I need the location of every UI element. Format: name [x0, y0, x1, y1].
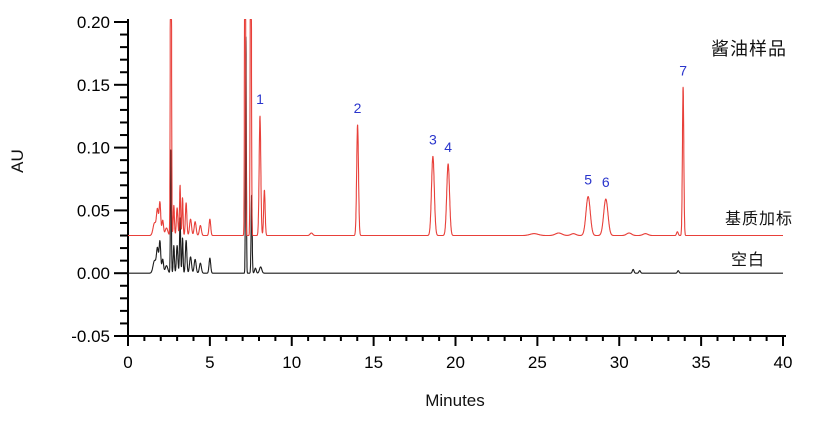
x-tick-label: 0 — [123, 353, 132, 372]
x-tick-label: 15 — [364, 353, 383, 372]
peak-number-label: 6 — [602, 174, 610, 190]
series-label-blank: 空白 — [731, 252, 766, 269]
series-label-matrix-spike: 基质加标 — [725, 211, 794, 228]
y-axis-title: AU — [8, 149, 27, 173]
peak-number-label: 1 — [256, 91, 264, 107]
y-tick-label: -0.05 — [71, 327, 110, 346]
trace-blank — [127, 36, 784, 274]
peak-number-label: 2 — [354, 100, 362, 116]
y-tick-label: 0.00 — [77, 264, 110, 283]
y-tick-label: 0.15 — [77, 76, 110, 95]
y-tick-label: 0.10 — [77, 139, 110, 158]
x-tick-label: 25 — [528, 353, 547, 372]
trace-matrix-spike — [127, 18, 784, 237]
peak-number-label: 4 — [444, 139, 452, 155]
peak-number-label: 5 — [584, 172, 592, 188]
x-tick-label: 20 — [446, 353, 465, 372]
x-tick-label: 35 — [692, 353, 711, 372]
figure-title: 酱油样品 — [711, 39, 787, 59]
x-tick-label: 40 — [774, 353, 793, 372]
y-tick-label: 0.05 — [77, 201, 110, 220]
y-tick-label: 0.20 — [77, 13, 110, 32]
peak-number-label: 3 — [429, 131, 437, 147]
peak-number-label: 7 — [679, 62, 687, 78]
x-tick-label: 10 — [282, 353, 301, 372]
x-tick-label: 5 — [205, 353, 214, 372]
x-axis-title: Minutes — [425, 391, 485, 410]
x-tick-label: 30 — [610, 353, 629, 372]
